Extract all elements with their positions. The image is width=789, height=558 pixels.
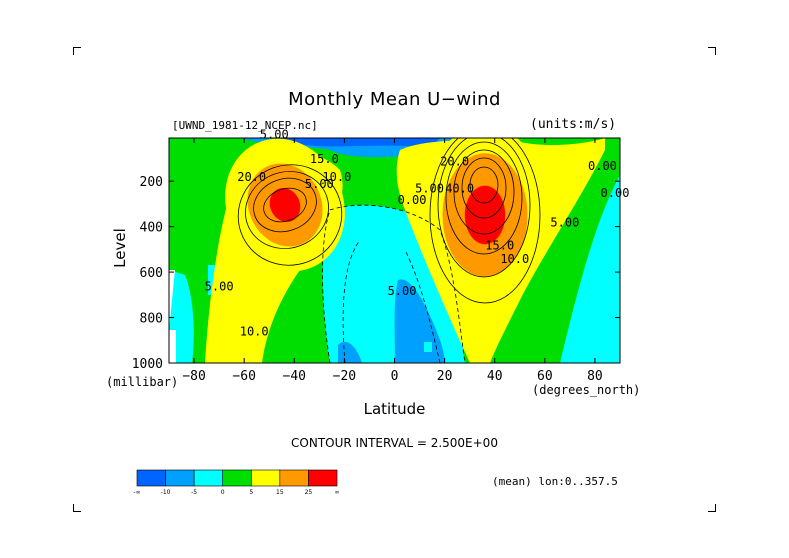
dataset-label: [UWND_1981-12_NCEP.nc] <box>172 119 318 132</box>
colorbar-label: 15 <box>276 489 284 496</box>
x-tick-label: 40 <box>487 369 503 384</box>
y-axis-unit: (millibar) <box>106 375 179 389</box>
contour-label: 20.0 <box>440 154 469 168</box>
colorbar: -∞ -10 -5 0 5 15 25 ∞ <box>133 469 340 496</box>
x-tick-label: −40 <box>283 369 306 384</box>
colorbar-label: -5 <box>191 489 197 496</box>
colorbar-label: ∞ <box>335 489 340 496</box>
x-axis-unit: (degrees_north) <box>532 383 641 397</box>
x-tick-label: −80 <box>182 369 205 384</box>
x-axis-ticks: −80 −60 −40 −20 0 20 40 60 80 <box>182 138 603 384</box>
x-tick-label: 60 <box>537 369 553 384</box>
colorbar-label: 5 <box>249 489 253 496</box>
contour-label: 5.00 <box>260 127 289 141</box>
x-axis-label: Latitude <box>363 400 426 418</box>
x-tick-label: −20 <box>333 369 356 384</box>
units-label: (units:m/s) <box>530 117 617 132</box>
y-axis-ticks: 200 400 600 800 1000 <box>132 175 620 372</box>
y-tick-label: 600 <box>140 266 163 281</box>
contour-label: 5.00 <box>388 284 417 298</box>
contour-label: 5.00 <box>305 177 334 191</box>
contour-label: 15.0 <box>485 238 514 252</box>
colorbar-swatch <box>308 469 338 487</box>
contour-label: 5.00 <box>205 279 234 293</box>
colorbar-label: -10 <box>161 489 171 496</box>
colorbar-swatch <box>222 469 252 487</box>
corner-mark-br <box>708 504 716 512</box>
colorbar-swatch <box>165 469 195 487</box>
mean-label: (mean) lon:0..357.5 <box>492 475 618 488</box>
contour-label: 40.0 <box>445 182 474 196</box>
colorbar-label: -∞ <box>133 489 140 496</box>
contour-label: 0.00 <box>588 159 617 173</box>
x-tick-label: 20 <box>437 369 453 384</box>
colorbar-label: 25 <box>305 489 313 496</box>
contour-labels: 5.0010.020.015.05.005.0010.00.005.005.00… <box>205 127 630 338</box>
y-tick-label: 800 <box>140 312 163 327</box>
contour-label: 10.0 <box>240 325 269 339</box>
colorbar-label: 0 <box>221 489 225 496</box>
colorbar-swatch <box>250 469 281 487</box>
y-tick-label: 200 <box>140 175 163 190</box>
corner-mark-tr <box>708 47 716 55</box>
y-tick-label: 1000 <box>132 357 163 372</box>
x-tick-label: 0 <box>391 369 399 384</box>
contour-label: 5.00 <box>415 182 444 196</box>
contour-interval-label: CONTOUR INTERVAL = 2.500E+00 <box>291 436 498 450</box>
x-tick-label: −60 <box>232 369 255 384</box>
contour-label: 20.0 <box>237 170 266 184</box>
y-tick-label: 400 <box>140 221 163 236</box>
colorbar-swatch <box>279 469 309 487</box>
contour-label: 10.0 <box>322 170 351 184</box>
contour-fills <box>169 138 620 363</box>
corner-mark-bl <box>73 504 81 512</box>
contour-lines <box>237 138 541 363</box>
corner-mark-tl <box>73 47 81 55</box>
colorbar-swatch <box>136 469 166 487</box>
contour-label: 10.0 <box>500 252 529 266</box>
contour-label: 0.00 <box>601 186 630 200</box>
contour-label: 5.00 <box>550 216 579 230</box>
y-axis-label: Level <box>111 228 129 268</box>
colorbar-swatch <box>193 469 224 487</box>
contour-label: 0.00 <box>398 193 427 207</box>
contour-label: 15.0 <box>310 152 339 166</box>
chart-title: Monthly Mean U−wind <box>288 89 501 110</box>
x-tick-label: 80 <box>587 369 603 384</box>
